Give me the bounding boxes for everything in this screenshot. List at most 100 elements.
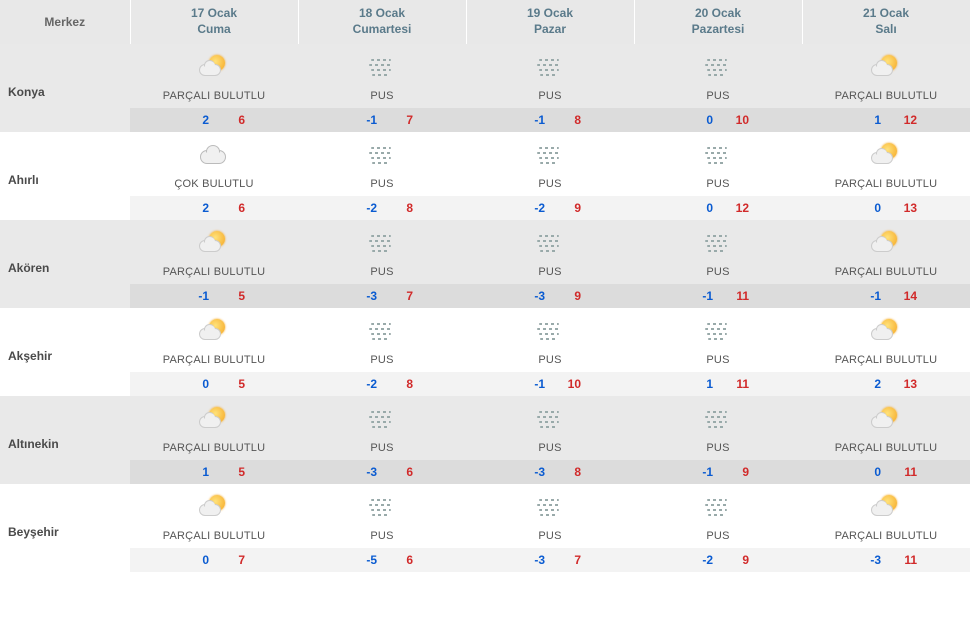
location-group: AkşehirPARÇALI BULUTLUPUSPUSPUSPARÇALI B…	[0, 308, 970, 396]
weather-icon-cell	[466, 220, 634, 260]
temp-low: 0	[687, 113, 713, 127]
forecast-label-row: PARÇALI BULUTLUPUSPUSPUSPARÇALI BULUTLU	[0, 260, 970, 284]
forecast-icon-row: Akşehir	[0, 308, 970, 348]
temp-high: 13	[891, 377, 917, 391]
temp-low: 0	[855, 465, 881, 479]
temp-low: -5	[351, 553, 377, 567]
weather-icon-cell	[466, 44, 634, 84]
weather-icon-cell	[130, 132, 298, 172]
temp-high: 12	[723, 201, 749, 215]
temp-high: 6	[387, 553, 413, 567]
temp-low: -2	[519, 201, 545, 215]
forecast-icon-row: Ahırlı	[0, 132, 970, 172]
temp-low: -1	[519, 377, 545, 391]
temp-cell: -2 8	[298, 196, 466, 220]
partly-cloudy-icon	[869, 142, 903, 168]
mist-icon	[533, 318, 567, 344]
location-name: Akören	[0, 220, 130, 308]
temp-low: -2	[351, 377, 377, 391]
temp-low: -3	[351, 465, 377, 479]
temp-cell: 26	[130, 108, 298, 132]
header-dow: Cumartesi	[299, 22, 466, 38]
temp-low: -3	[855, 553, 881, 567]
mist-icon	[365, 494, 399, 520]
temp-cell: -39	[466, 284, 634, 308]
temp-high: 7	[219, 553, 245, 567]
forecast-label-row: PARÇALI BULUTLUPUSPUSPUSPARÇALI BULUTLU	[0, 524, 970, 548]
weather-icon-cell	[466, 132, 634, 172]
forecast-icon-row: Konya	[0, 44, 970, 84]
weather-icon-cell	[802, 308, 970, 348]
temp-cell: 013	[802, 196, 970, 220]
temp-high: 7	[387, 289, 413, 303]
header-date: 20 Ocak	[635, 6, 802, 22]
header-day-2: 19 Ocak Pazar	[466, 0, 634, 44]
temp-high: 5	[219, 377, 245, 391]
temp-low: -3	[519, 465, 545, 479]
condition-label: PARÇALI BULUTLU	[802, 348, 970, 372]
temp-low: -1	[687, 289, 713, 303]
mist-icon	[701, 54, 735, 80]
temp-high: 6	[387, 465, 413, 479]
temp-high: 10	[723, 113, 749, 127]
partly-cloudy-icon	[869, 230, 903, 256]
temp-cell: 05	[130, 372, 298, 396]
condition-label: PARÇALI BULUTLU	[130, 524, 298, 548]
temp-low: 0	[183, 377, 209, 391]
temp-cell: -3 6	[298, 460, 466, 484]
forecast-temp-row: -15-37-39-111-114	[0, 284, 970, 308]
temp-high: 11	[723, 289, 749, 303]
weather-icon-cell	[466, 484, 634, 524]
temp-low: 2	[183, 201, 209, 215]
temp-high: 8	[387, 377, 413, 391]
temp-low: -1	[183, 289, 209, 303]
temp-high: 8	[555, 465, 581, 479]
temp-low: -2	[351, 201, 377, 215]
weather-icon-cell	[298, 396, 466, 436]
temp-high: 11	[891, 465, 917, 479]
header-dow: Pazartesi	[635, 22, 802, 38]
table-header: Merkez 17 Ocak Cuma 18 Ocak Cumartesi 19…	[0, 0, 970, 44]
partly-cloudy-icon	[869, 494, 903, 520]
header-day-4: 21 Ocak Salı	[802, 0, 970, 44]
location-name: Ahırlı	[0, 132, 130, 220]
header-day-0: 17 Ocak Cuma	[130, 0, 298, 44]
condition-label: PUS	[466, 84, 634, 108]
mist-icon	[365, 142, 399, 168]
weather-icon-cell	[634, 220, 802, 260]
weather-icon-cell	[130, 220, 298, 260]
temp-high: 8	[387, 201, 413, 215]
weather-icon-cell	[802, 44, 970, 84]
header-day-3: 20 Ocak Pazartesi	[634, 0, 802, 44]
location-group: AkörenPARÇALI BULUTLUPUSPUSPUSPARÇALI BU…	[0, 220, 970, 308]
mist-icon	[701, 494, 735, 520]
temp-cell: 07	[130, 548, 298, 572]
temp-cell: -17	[298, 108, 466, 132]
temp-cell: -114	[802, 284, 970, 308]
temp-high: 5	[219, 289, 245, 303]
forecast-temp-row: 26-17-18010112	[0, 108, 970, 132]
location-name: Beyşehir	[0, 484, 130, 572]
temp-cell: -2 8	[298, 372, 466, 396]
condition-label: PUS	[298, 436, 466, 460]
temp-cell: -1 10	[466, 372, 634, 396]
weather-icon-cell	[130, 44, 298, 84]
condition-label: PUS	[634, 524, 802, 548]
forecast-label-row: PARÇALI BULUTLUPUSPUSPUSPARÇALI BULUTLU	[0, 436, 970, 460]
header-dow: Pazar	[467, 22, 634, 38]
weather-icon-cell	[130, 484, 298, 524]
weather-icon-cell	[634, 308, 802, 348]
mist-icon	[533, 494, 567, 520]
temp-cell: -37	[466, 548, 634, 572]
temp-high: 10	[555, 377, 581, 391]
partly-cloudy-icon	[197, 406, 231, 432]
header-date: 21 Ocak	[803, 6, 970, 22]
temp-cell: -1 5	[130, 284, 298, 308]
condition-label: PUS	[466, 172, 634, 196]
temp-high: 13	[891, 201, 917, 215]
temp-low: -2	[687, 553, 713, 567]
temp-high: 12	[891, 113, 917, 127]
weather-icon-cell	[298, 484, 466, 524]
location-group: AhırlıÇOK BULUTLUPUSPUSPUSPARÇALI BULUTL…	[0, 132, 970, 220]
mist-icon	[365, 318, 399, 344]
